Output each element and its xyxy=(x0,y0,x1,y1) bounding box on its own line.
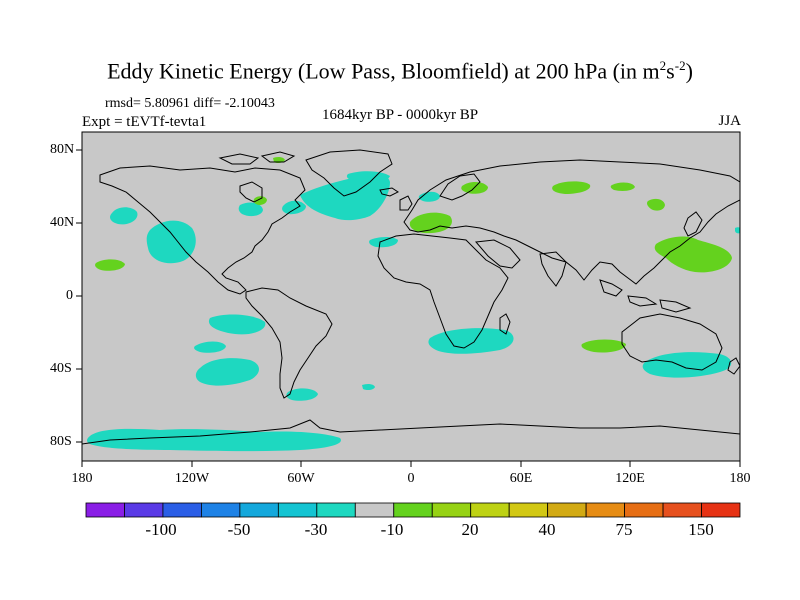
anomaly-patch-neg xyxy=(300,173,390,221)
coastline-iceland xyxy=(379,187,399,197)
period-label: 1684kyr BP - 0000kyr BP xyxy=(322,107,479,123)
map-background xyxy=(82,132,740,461)
colorbar-box xyxy=(162,502,202,518)
map-title: Eddy Kinetic Energy (Low Pass, Bloomfiel… xyxy=(107,58,693,84)
coastline-hudson-bay xyxy=(239,181,263,203)
anomaly-patch-neg xyxy=(642,352,732,378)
colorbar-box xyxy=(624,502,664,518)
tick-marks xyxy=(76,149,741,467)
stats-text: rmsd= 5.80961 diff= -2.10043 xyxy=(105,96,275,111)
colorbar-label: 150 xyxy=(688,520,714,539)
lat-label-40n: 40N xyxy=(50,215,75,230)
colorbar-box xyxy=(85,502,125,518)
colorbar-label: -10 xyxy=(380,520,404,539)
anomaly-patch-pos xyxy=(552,181,591,194)
coastline-se-asia xyxy=(599,279,692,313)
colorbar-box xyxy=(239,502,279,518)
lon-label-120e: 120E xyxy=(615,471,645,486)
anomaly-patch-pos xyxy=(654,236,732,273)
colorbar-box xyxy=(277,502,318,518)
coastline-japan xyxy=(683,211,703,237)
anomaly-patch-neg xyxy=(346,171,390,183)
anomaly-patch-neg xyxy=(735,227,740,234)
coastline-arctic-islands xyxy=(218,151,296,165)
lon-label-120w: 120W xyxy=(174,471,210,486)
anomaly-patch-pos xyxy=(95,259,125,271)
anomaly-patch-neg xyxy=(238,202,263,217)
colorbar-box xyxy=(470,502,510,518)
anomaly-patches xyxy=(87,156,740,452)
anomaly-patch-neg xyxy=(369,237,398,248)
colorbar-box xyxy=(701,502,741,518)
coastline-eurasia xyxy=(403,159,740,285)
lat-label-40s: 40S xyxy=(50,361,72,376)
coastline-scandinavia xyxy=(439,173,481,201)
anomaly-patch-neg xyxy=(208,314,266,335)
season-label: JJA xyxy=(718,113,741,129)
colorbar-box xyxy=(508,502,549,518)
coastline-madagascar xyxy=(499,313,511,335)
anomaly-patch-pos xyxy=(409,212,452,234)
colorbar-box xyxy=(393,502,433,518)
coastline-south-america xyxy=(245,287,333,399)
lon-label-180e: 180 xyxy=(729,471,751,486)
anomaly-patch-neg xyxy=(195,358,259,386)
coastline-arabia xyxy=(475,239,521,269)
colorbar-box xyxy=(316,502,356,518)
colorbar-label: 75 xyxy=(615,520,633,539)
colorbar-box xyxy=(354,502,395,518)
colorbar-box xyxy=(662,502,702,518)
anomaly-patch-pos xyxy=(647,198,665,211)
lat-label-0: 0 xyxy=(66,288,73,303)
anomaly-patch-neg xyxy=(146,220,196,264)
colorbar-box xyxy=(431,502,472,518)
anomaly-patch-neg xyxy=(428,328,514,354)
colorbar-label: 20 xyxy=(461,520,479,539)
anomaly-patch-pos xyxy=(253,196,267,205)
coastline-britain xyxy=(399,195,413,211)
coastlines xyxy=(82,149,740,445)
anomaly-patch-neg xyxy=(282,200,306,215)
anomaly-patch-neg xyxy=(362,383,375,391)
anomaly-patch-neg xyxy=(194,341,226,353)
colorbar xyxy=(85,502,741,518)
coastline-australia xyxy=(621,313,723,371)
lon-label-180w: 180 xyxy=(71,471,93,486)
lon-label-60e: 60E xyxy=(509,471,533,486)
anomaly-patch-neg xyxy=(110,207,138,225)
coastline-greenland xyxy=(305,149,393,197)
colorbar-label: -50 xyxy=(227,520,251,539)
colorbar-box xyxy=(547,502,587,518)
coastline-india xyxy=(539,251,567,287)
colorbar-box xyxy=(124,502,164,518)
lon-label-60w: 60W xyxy=(287,471,315,486)
anomaly-patch-pos xyxy=(581,339,626,353)
anomaly-patch-pos xyxy=(610,182,635,191)
experiment-label: Expt = tEVTf-tevta1 xyxy=(82,114,207,130)
coastline-new-zealand xyxy=(727,357,740,375)
colorbar-label: 40 xyxy=(538,520,556,539)
coastline-antarctica xyxy=(82,419,740,445)
anomaly-patch-neg xyxy=(418,191,440,202)
colorbar-label: -100 xyxy=(145,520,177,539)
colorbar-box xyxy=(201,502,241,518)
colorbar-label: -30 xyxy=(304,520,328,539)
lon-label-0: 0 xyxy=(407,471,415,486)
anomaly-patch-neg xyxy=(87,428,341,452)
coastline-africa xyxy=(377,233,509,349)
colorbar-box xyxy=(585,502,625,518)
anomaly-patch-neg xyxy=(286,388,318,401)
lat-label-80n: 80N xyxy=(50,142,75,157)
coastline-north-america xyxy=(99,165,306,295)
lat-label-80s: 80S xyxy=(50,434,72,449)
